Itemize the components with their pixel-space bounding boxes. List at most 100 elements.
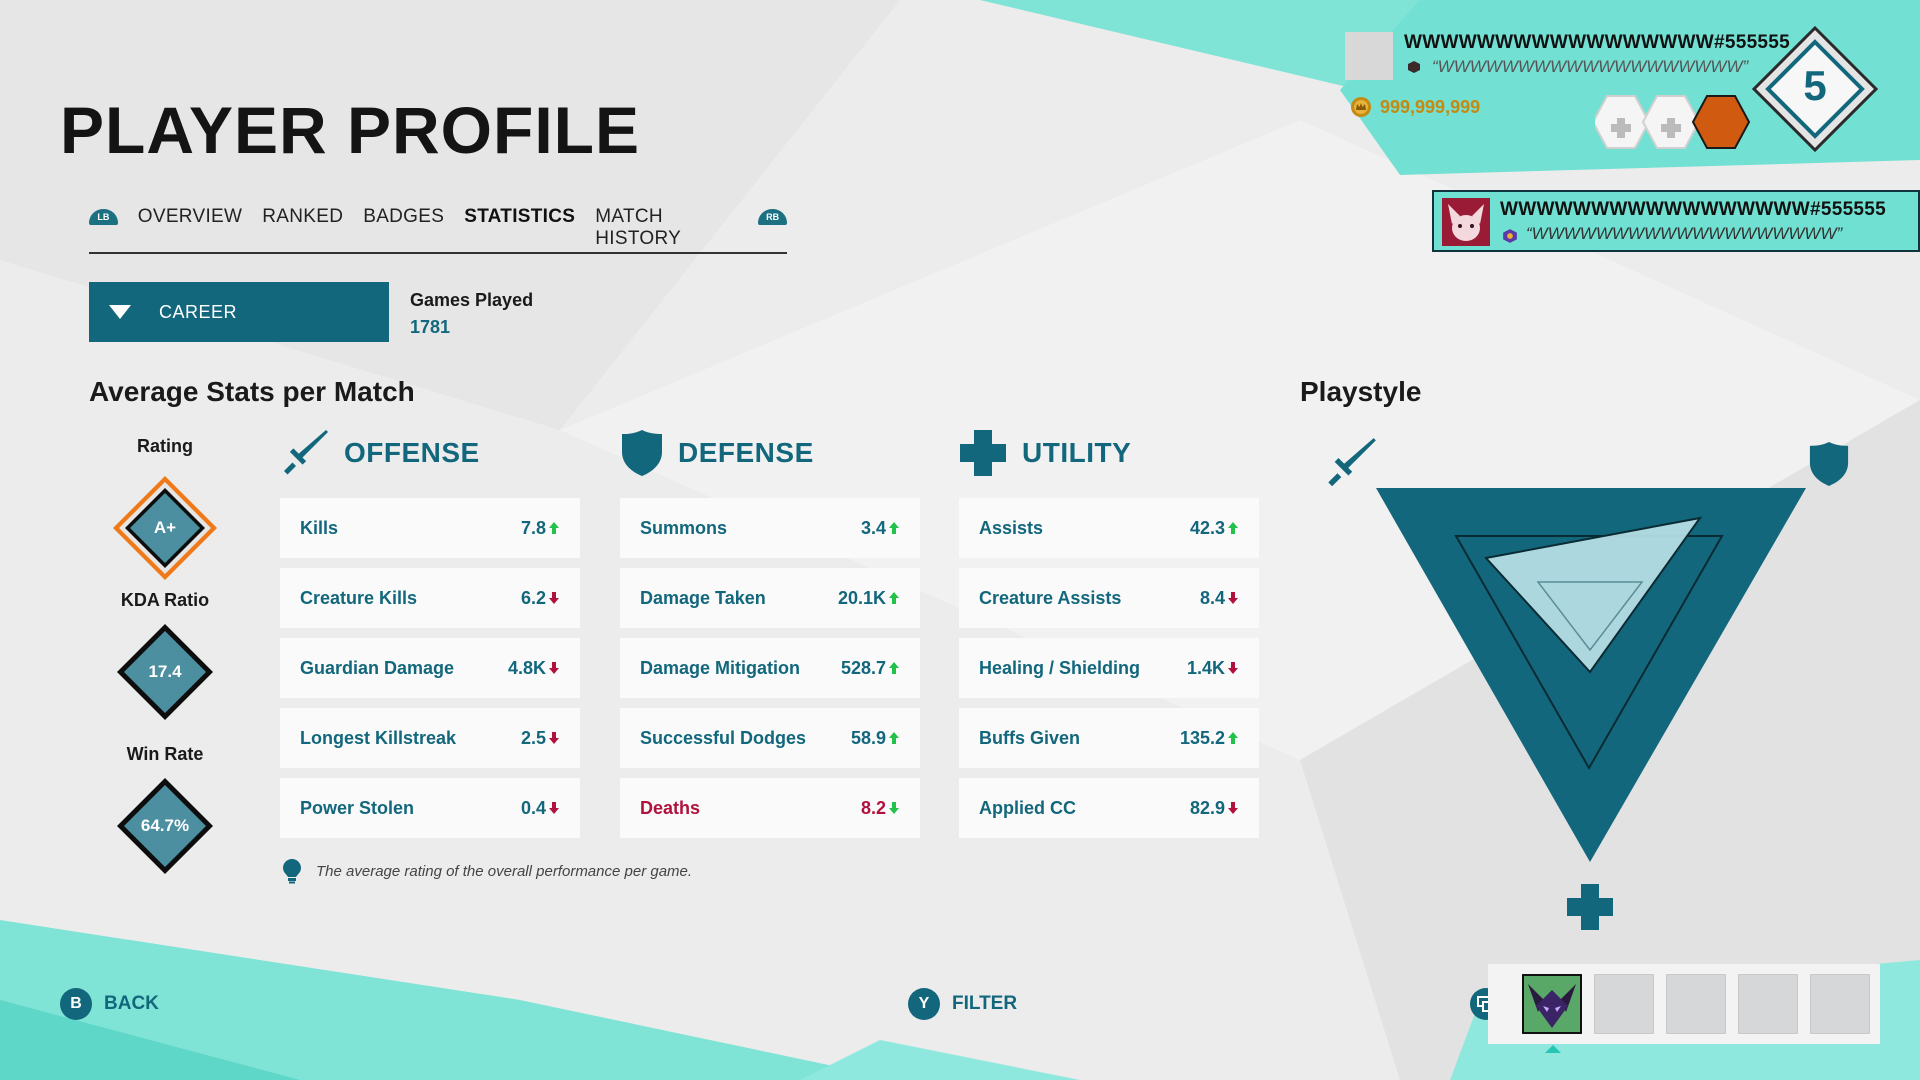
average-stats-title: Average Stats per Match xyxy=(89,376,415,407)
stat-value: 20.1K xyxy=(837,587,886,608)
friend-name: WWWWWWWWWWWWWWWWW#555555 xyxy=(1500,199,1887,220)
sword-icon xyxy=(283,430,328,475)
fox-avatar-icon xyxy=(1442,198,1490,246)
rb-bumper-icon[interactable]: RB xyxy=(758,209,788,225)
profile-title-icon xyxy=(1408,61,1420,73)
trend-up-icon xyxy=(1228,732,1238,744)
back-button[interactable]: B BACK xyxy=(60,988,159,1020)
stat-value: 82.9 xyxy=(1189,797,1225,818)
stat-name: Power Stolen xyxy=(300,797,415,818)
offense-title: OFFENSE xyxy=(344,437,480,468)
loadout-slot-empty[interactable] xyxy=(1666,974,1726,1034)
utility-stat-row: Creature Assists 8.4 xyxy=(959,568,1259,628)
selected-slot-indicator-icon xyxy=(1545,1045,1561,1053)
playstyle-area xyxy=(1484,516,1703,674)
back-label: BACK xyxy=(104,993,159,1014)
stat-value: 8.2 xyxy=(860,797,886,818)
offense-header: OFFENSE xyxy=(280,428,480,478)
friend-avatar xyxy=(1442,198,1490,246)
rating-block: Rating xyxy=(100,436,230,457)
stat-name: Damage Mitigation xyxy=(640,657,801,678)
utility-stat-row: Assists 42.3 xyxy=(959,498,1259,558)
career-dropdown-label: CAREER xyxy=(159,301,238,322)
offense-stat-row: Longest Killstreak 2.5 xyxy=(280,708,580,768)
badge-slot-filled[interactable] xyxy=(1691,95,1751,149)
loadout-slot-empty[interactable] xyxy=(1810,974,1870,1034)
defense-title: DEFENSE xyxy=(678,437,814,468)
trend-down-icon xyxy=(549,802,559,814)
stat-name: Applied CC xyxy=(979,797,1076,818)
kda-badge-icon xyxy=(117,624,213,720)
lightbulb-icon xyxy=(283,859,301,884)
badge-slots xyxy=(1595,95,1751,149)
friend-quote: “WWWWWWWWWWWWWWWWWWW” xyxy=(1526,224,1843,243)
filter-button[interactable]: Y FILTER xyxy=(908,988,1017,1020)
tab-bar: LB OVERVIEW RANKED BADGES STATISTICS MAT… xyxy=(89,200,788,254)
tab-badges[interactable]: BADGES xyxy=(363,206,445,227)
stat-value: 528.7 xyxy=(840,657,886,678)
stat-value-wrap: 7.8 xyxy=(521,518,560,539)
tab-ranked[interactable]: RANKED xyxy=(262,206,344,227)
tab-overview[interactable]: OVERVIEW xyxy=(137,206,243,227)
stat-name: Creature Assists xyxy=(979,587,1122,608)
utility-stat-row: Applied CC 82.9 xyxy=(959,778,1259,838)
stat-name: Summons xyxy=(640,517,728,538)
games-played: Games Played 1781 xyxy=(410,290,533,338)
playstyle-title: Playstyle xyxy=(1300,376,1422,407)
defense-stat-row: Successful Dodges 58.9 xyxy=(620,708,920,768)
stat-name: Deaths xyxy=(640,797,701,818)
coin-amount: 999,999,999 xyxy=(1380,96,1481,117)
stat-value: 135.2 xyxy=(1179,727,1225,748)
stat-value-wrap: 82.9 xyxy=(1190,798,1239,819)
offense-stat-row: Creature Kills 6.2 xyxy=(280,568,580,628)
stat-value-wrap: 58.9 xyxy=(851,728,900,749)
stat-value-wrap: 2.5 xyxy=(521,728,560,749)
stats-hint-text: The average rating of the overall perfor… xyxy=(316,862,693,880)
kda-label: KDA Ratio xyxy=(120,590,210,610)
win-rate-label: Win Rate xyxy=(126,744,204,764)
y-button-icon: Y xyxy=(908,988,940,1020)
trend-down-icon xyxy=(549,592,559,604)
stat-name: Kills xyxy=(300,517,339,538)
tab-match-history[interactable]: MATCH HISTORY xyxy=(595,206,682,249)
loadout-slot-empty[interactable] xyxy=(1738,974,1798,1034)
stat-name: Buffs Given xyxy=(979,727,1081,748)
tab-statistics[interactable]: STATISTICS xyxy=(464,206,576,227)
stat-value: 2.5 xyxy=(520,727,546,748)
stat-value-wrap: 42.3 xyxy=(1190,518,1239,539)
stat-name: Assists xyxy=(979,517,1044,538)
stat-value: 7.8 xyxy=(520,517,546,538)
stats-hint: The average rating of the overall perfor… xyxy=(282,858,692,884)
playstyle-sword-icon xyxy=(1328,438,1376,487)
offense-stat-row: Guardian Damage 4.8K xyxy=(280,638,580,698)
career-dropdown[interactable]: CAREER xyxy=(89,282,389,342)
page-title: PLAYER PROFILE xyxy=(60,93,640,167)
kda-value: 17.4 xyxy=(148,662,182,681)
stat-value-wrap: 4.8K xyxy=(508,658,560,679)
trend-up-icon xyxy=(889,662,899,674)
stat-value: 4.8K xyxy=(507,657,546,678)
stat-name: Healing / Shielding xyxy=(979,657,1141,678)
filter-label: FILTER xyxy=(952,993,1018,1014)
stat-value-wrap: 8.4 xyxy=(1200,588,1239,609)
playstyle-shield-icon xyxy=(1809,442,1849,486)
loadout-slot-selected[interactable] xyxy=(1522,974,1582,1034)
utility-title: UTILITY xyxy=(1022,437,1132,468)
trend-up-icon xyxy=(1228,522,1238,534)
dropdown-triangle-icon xyxy=(109,305,131,319)
kda-block: KDA Ratio xyxy=(100,590,230,611)
offense-stat-row: Power Stolen 0.4 xyxy=(280,778,580,838)
defense-header: DEFENSE xyxy=(620,428,814,478)
stat-value-wrap: 3.4 xyxy=(861,518,900,539)
rating-value: A+ xyxy=(153,518,177,537)
playstyle-inner-triangle xyxy=(1536,581,1644,652)
friend-card[interactable]: WWWWWWWWWWWWWWWWW#555555 “WWWWWWWWWWWWWW… xyxy=(1432,190,1920,252)
lb-bumper-icon[interactable]: LB xyxy=(89,209,118,225)
stat-name: Successful Dodges xyxy=(640,727,807,748)
profile-avatar[interactable] xyxy=(1345,32,1393,80)
ratings-column: Rating A+ KDA Ratio 17.4 Win Rate 64.7% xyxy=(100,436,230,876)
stat-value: 3.4 xyxy=(860,517,886,538)
utility-header: UTILITY xyxy=(958,428,1131,478)
loadout-slot-empty[interactable] xyxy=(1594,974,1654,1034)
stat-name: Longest Killstreak xyxy=(300,727,457,748)
